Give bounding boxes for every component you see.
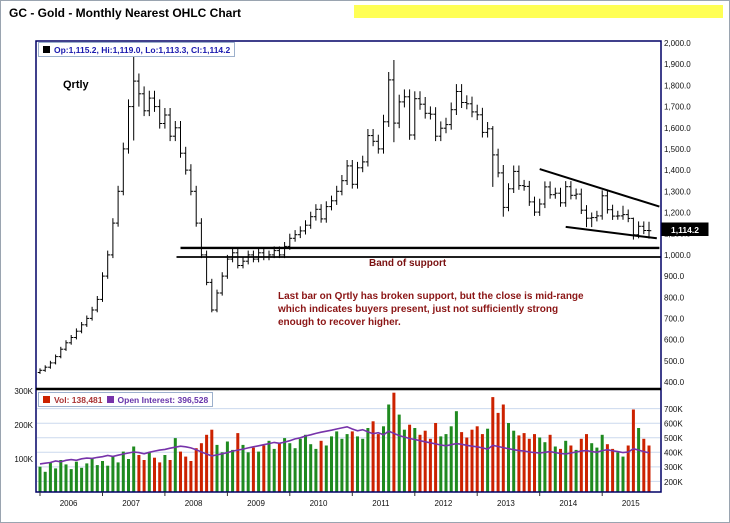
svg-text:400.0: 400.0 bbox=[664, 378, 685, 387]
svg-text:2,000.0: 2,000.0 bbox=[664, 39, 691, 48]
volume-legend-text: Vol: 138,481 bbox=[54, 394, 103, 405]
svg-text:1,400.0: 1,400.0 bbox=[664, 166, 691, 175]
yellow-highlight-bar bbox=[354, 5, 723, 18]
svg-text:1,800.0: 1,800.0 bbox=[664, 81, 691, 90]
svg-text:1,700.0: 1,700.0 bbox=[664, 103, 691, 112]
svg-text:1,600.0: 1,600.0 bbox=[664, 124, 691, 133]
svg-text:300K: 300K bbox=[664, 463, 683, 472]
open-interest-line bbox=[39, 425, 650, 465]
volume-legend: Vol: 138,481 Open Interest: 396,528 bbox=[38, 392, 214, 407]
svg-text:2010: 2010 bbox=[310, 499, 328, 508]
svg-text:2011: 2011 bbox=[372, 499, 390, 508]
svg-text:1,900.0: 1,900.0 bbox=[664, 60, 691, 69]
svg-text:700.0: 700.0 bbox=[664, 314, 685, 323]
svg-text:700K: 700K bbox=[664, 405, 683, 414]
svg-text:1,200.0: 1,200.0 bbox=[664, 209, 691, 218]
svg-text:2009: 2009 bbox=[247, 499, 265, 508]
svg-text:900.0: 900.0 bbox=[664, 272, 685, 281]
svg-text:2006: 2006 bbox=[60, 499, 78, 508]
ohlc-legend-swatch-icon bbox=[43, 46, 50, 53]
ohlc-bars bbox=[37, 53, 652, 374]
svg-text:1,300.0: 1,300.0 bbox=[664, 187, 691, 196]
ohlc-legend: Op:1,115.2, Hi:1,119.0, Lo:1,113.3, Cl:1… bbox=[38, 42, 236, 57]
volume-swatch-icon bbox=[43, 396, 50, 403]
ohlc-legend-text: Op:1,115.2, Hi:1,119.0, Lo:1,113.3, Cl:1… bbox=[54, 44, 231, 55]
svg-text:2014: 2014 bbox=[559, 499, 577, 508]
plot-border bbox=[35, 40, 662, 493]
svg-text:300K: 300K bbox=[14, 387, 33, 396]
price-axis-labels: 2,000.0 1,900.0 1,800.0 1,700.0 1,600.0 1,500… bbox=[664, 39, 691, 387]
last-price-badge: 1,114.2 bbox=[661, 222, 709, 236]
svg-text:1,000.0: 1,000.0 bbox=[664, 251, 691, 260]
volume-bars bbox=[38, 392, 651, 492]
page-title: GC - Gold - Monthly Nearest OHLC Chart bbox=[9, 6, 242, 20]
svg-text:2013: 2013 bbox=[497, 499, 515, 508]
svg-text:200K: 200K bbox=[664, 478, 683, 487]
svg-text:2012: 2012 bbox=[435, 499, 453, 508]
svg-text:600.0: 600.0 bbox=[664, 336, 685, 345]
year-axis-labels: 2006 2007 2008 2009 2010 2011 2012 2013 2014 2015 bbox=[39, 492, 640, 508]
svg-text:800.0: 800.0 bbox=[664, 293, 685, 302]
svg-text:400K: 400K bbox=[664, 449, 683, 458]
svg-text:100K: 100K bbox=[14, 455, 33, 464]
svg-text:2008: 2008 bbox=[185, 499, 203, 508]
svg-text:2007: 2007 bbox=[122, 499, 140, 508]
open-interest-legend-text: Open Interest: 396,528 bbox=[117, 394, 209, 405]
analysis-annotation: Last bar on Qrtly has broken support, bu… bbox=[278, 291, 584, 328]
volume-axis-left-labels: 300K 200K 100K bbox=[14, 387, 33, 464]
open-interest-swatch-icon bbox=[106, 396, 114, 403]
trendlines bbox=[539, 168, 660, 240]
svg-text:1,114.2: 1,114.2 bbox=[671, 225, 699, 235]
qrtly-label: Qrtly bbox=[63, 79, 89, 91]
svg-text:1,500.0: 1,500.0 bbox=[664, 145, 691, 154]
support-band-lines bbox=[176, 246, 662, 258]
volume-axis-right-labels: 700K 600K 500K 400K 300K 200K bbox=[664, 405, 683, 487]
svg-text:500.0: 500.0 bbox=[664, 357, 685, 366]
svg-text:2015: 2015 bbox=[622, 499, 640, 508]
svg-text:500K: 500K bbox=[664, 434, 683, 443]
svg-text:200K: 200K bbox=[14, 421, 33, 430]
svg-text:600K: 600K bbox=[664, 420, 683, 429]
band-of-support-label: Band of support bbox=[369, 258, 447, 269]
